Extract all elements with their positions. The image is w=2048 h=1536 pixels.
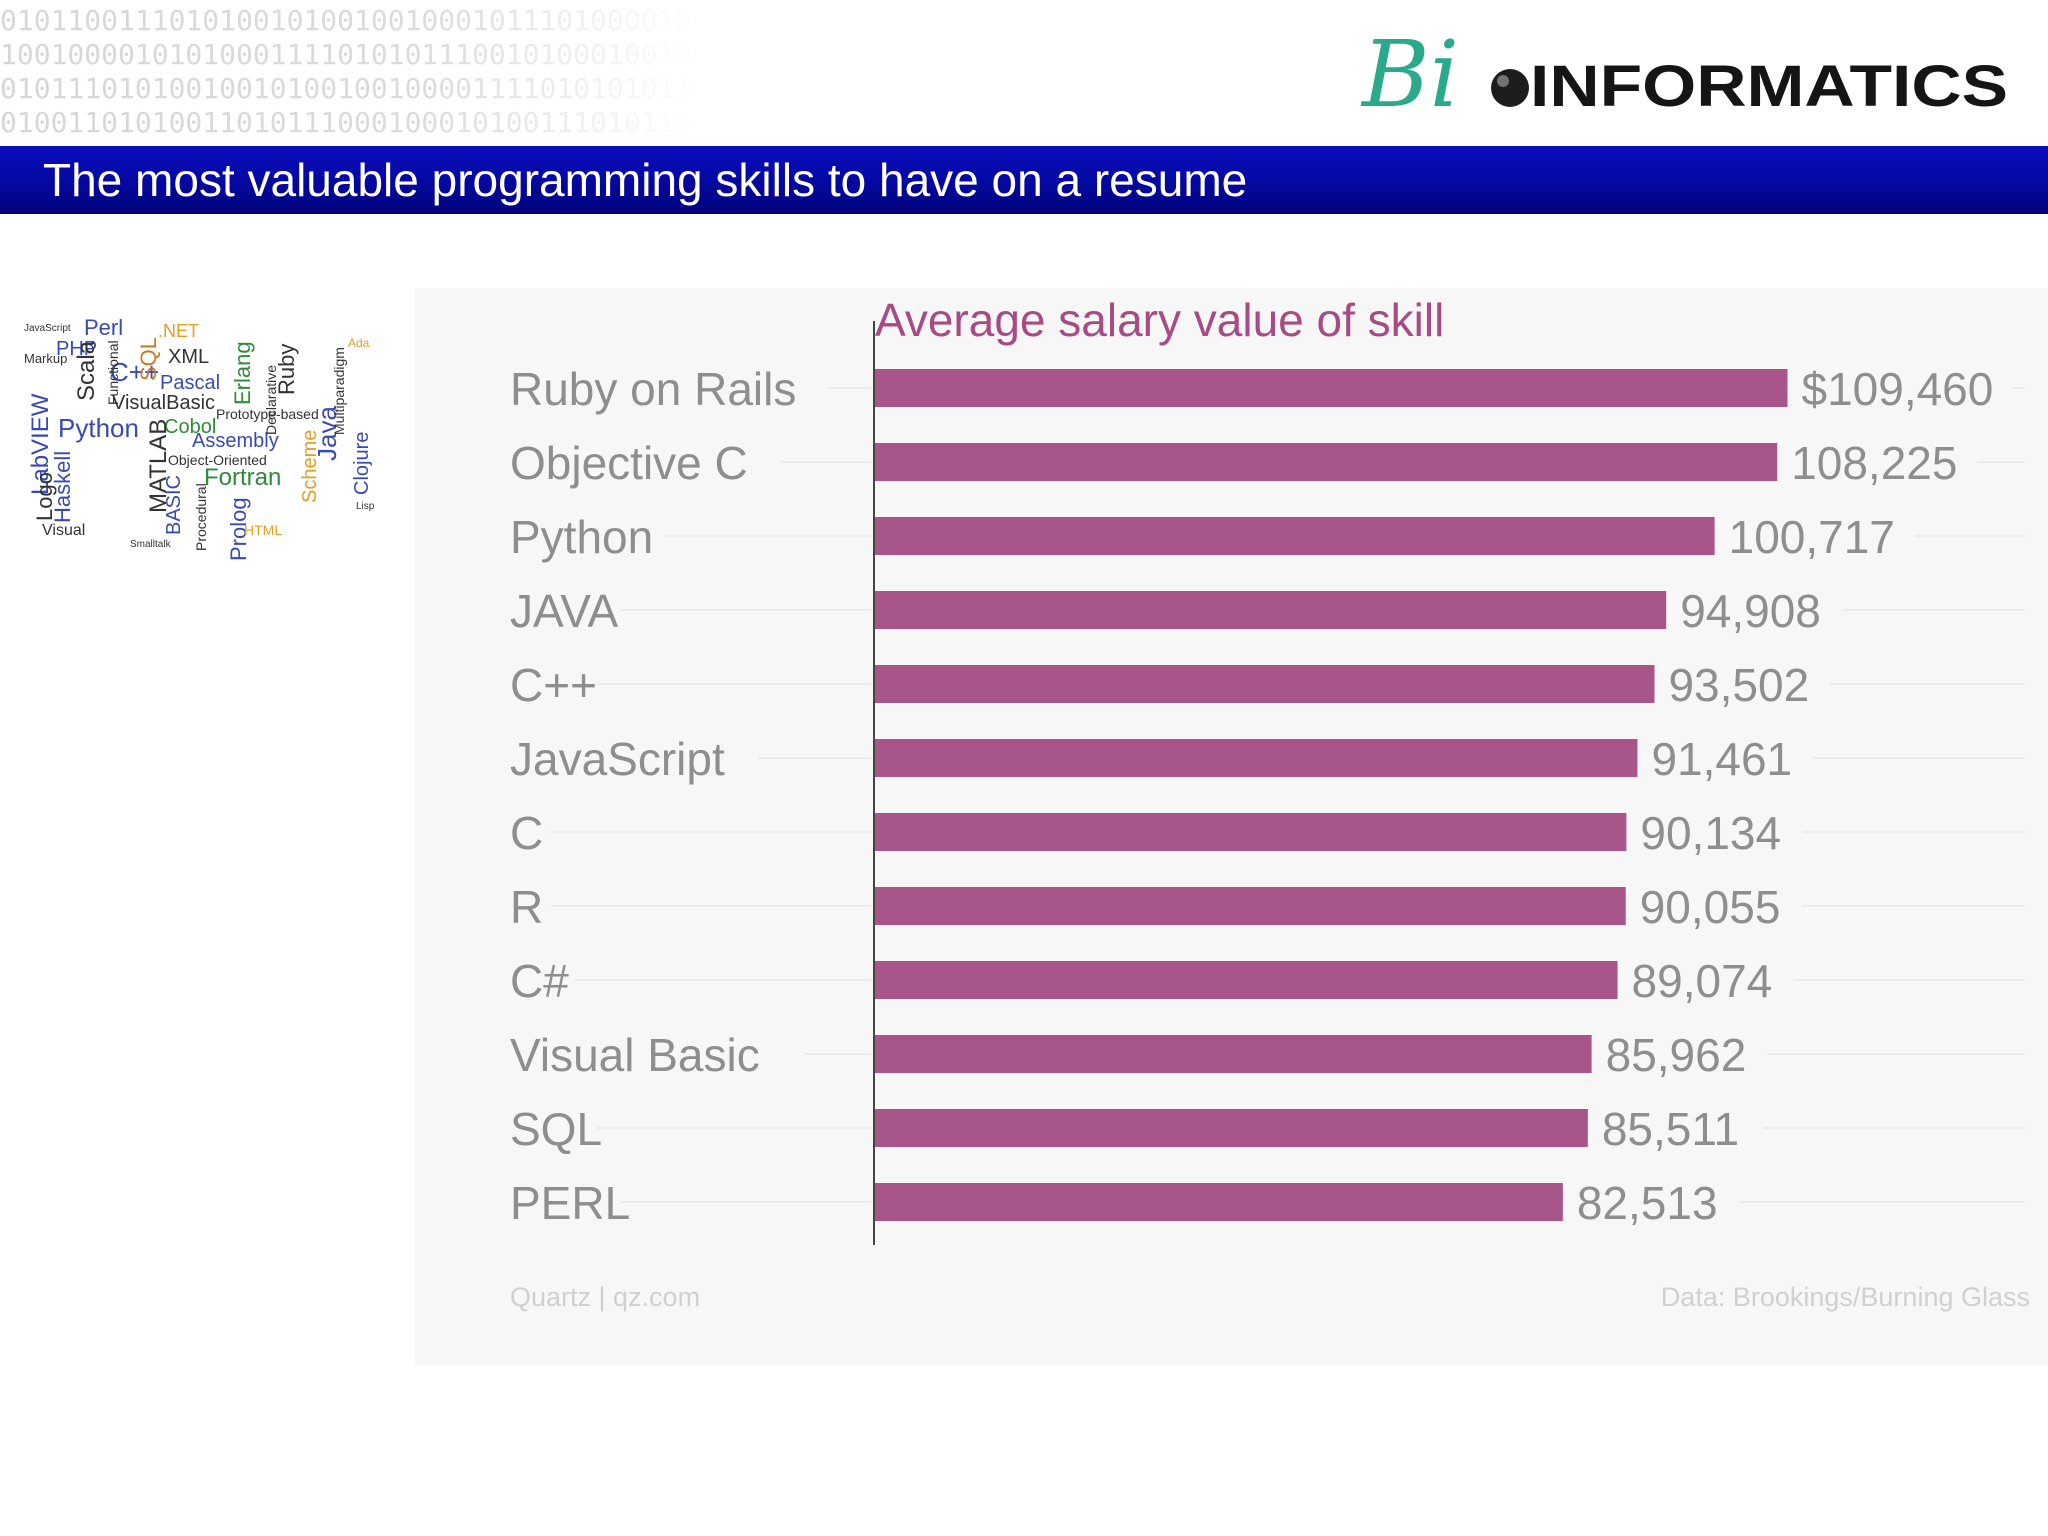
chart-panel: Ruby on Rails $109,460 Objective C 108,225 P… (415, 288, 2048, 1366)
word-cloud-term: Smalltalk (130, 539, 172, 550)
value-label: 82,513 (1577, 1177, 1718, 1229)
word-cloud-term: MATLAB (145, 419, 172, 513)
word-cloud-term: PHP (56, 338, 97, 360)
binary-row: 1001000010101000111101010111001010001001… (0, 38, 700, 71)
bar-r (875, 887, 1626, 925)
category-label: R (510, 881, 543, 933)
word-cloud-term: Logo (32, 472, 57, 521)
word-cloud-term: Scheme (299, 430, 321, 503)
category-label: SQL (510, 1103, 602, 1155)
bar-c- (875, 961, 1618, 999)
word-cloud-term: VisualBasic (112, 392, 215, 414)
word-cloud-term: Declarative (263, 365, 279, 435)
value-label: 85,962 (1606, 1029, 1747, 1081)
programming-languages-word-cloud: Perl .NET PHP XML C++ SQL Pascal VisualBasic Pyt… (18, 285, 378, 565)
word-cloud-graphic: Perl .NET PHP XML C++SQLPascalVisualBasicPyt… (24, 315, 375, 561)
bar-c (875, 813, 1627, 851)
bioinformatics-logo: Bi INFORMATICS (1360, 22, 2020, 132)
word-cloud-term: Visual (42, 522, 85, 539)
value-label: $109,460 (1801, 363, 1993, 415)
slide-title: The most valuable programming skills to … (43, 154, 1248, 206)
bar-visual-basic (875, 1035, 1592, 1073)
category-label: Visual Basic (510, 1029, 760, 1081)
logo-sphere-icon (1491, 69, 1529, 107)
word-cloud-term: Scala (73, 340, 100, 401)
category-label: Python (510, 511, 653, 563)
value-label: 91,461 (1651, 733, 1792, 785)
category-label: Ruby on Rails (510, 363, 796, 415)
binary-row: 0101100111010100101001001000101110100001… (0, 4, 700, 37)
binary-row: 0101110101001001010010010000111101010101… (0, 72, 700, 105)
value-label: 100,717 (1729, 511, 1895, 563)
word-cloud-term: BASIC (163, 475, 185, 535)
word-cloud-term: Perl (84, 315, 123, 340)
chart-title: Average salary value of skill (875, 294, 1445, 346)
value-label: 90,134 (1640, 807, 1781, 859)
word-cloud-term: Procedural (193, 483, 209, 551)
category-label: PERL (510, 1177, 630, 1229)
word-cloud-term: Cobol (164, 416, 216, 438)
binary-row: 0100110101001101011100010001010011101011… (0, 106, 700, 139)
word-cloud-term: HTML (244, 522, 282, 538)
word-cloud-term: Prototype-based (216, 406, 319, 422)
logo-sphere-highlight (1497, 75, 1509, 87)
chart-data-credit: Data: Brookings/Burning Glass (1660, 1282, 2030, 1312)
title-bar: The most valuable programming skills to … (0, 146, 2048, 214)
word-cloud-term: LabVIEW (27, 393, 54, 495)
word-cloud-term: Assembly (192, 430, 279, 452)
value-label: 89,074 (1632, 955, 1773, 1007)
bar-c- (875, 665, 1655, 703)
word-cloud-term: C++ (110, 357, 159, 387)
word-cloud-term: Markup (24, 351, 67, 366)
category-label: C++ (510, 659, 597, 711)
category-label: JavaScript (510, 733, 725, 785)
logo-script-part: Bi (1360, 22, 1459, 128)
logo-text-part: INFORMATICS (1530, 54, 2008, 119)
word-cloud-term: Lisp (356, 501, 375, 512)
word-cloud-term: Fortran (204, 464, 281, 491)
word-cloud-term: Pascal (160, 372, 220, 394)
category-label: C# (510, 955, 569, 1007)
word-cloud-term: Object-Oriented (168, 452, 267, 468)
bar-perl (875, 1183, 1563, 1221)
value-label: 94,908 (1680, 585, 1821, 637)
bar-objective-c (875, 443, 1778, 481)
word-cloud-term: Python (58, 413, 139, 443)
word-cloud-term: XML (168, 346, 209, 368)
value-label: 90,055 (1640, 881, 1781, 933)
bar-python (875, 517, 1715, 555)
chart-source-credit: Quartz | qz.com (510, 1282, 701, 1312)
word-cloud-term: .NET (158, 321, 199, 341)
word-cloud-term: JavaScript (24, 323, 71, 334)
category-label: Objective C (510, 437, 748, 489)
word-cloud-term: Ada (348, 336, 370, 350)
word-cloud-term: Haskell (50, 451, 75, 523)
bar-java (875, 591, 1667, 629)
word-cloud-term: Ruby (274, 344, 299, 395)
word-cloud-term: SQL (136, 337, 161, 381)
word-cloud-term: Erlang (230, 341, 255, 405)
binary-header-background: 0101100111010100101001001000101110100001… (0, 4, 700, 144)
bar-sql (875, 1109, 1588, 1147)
salary-bar-chart: Ruby on Rails $109,460 Objective C 108,225 P… (510, 321, 2025, 1245)
category-label: C (510, 807, 543, 859)
word-cloud-term: Clojure (351, 432, 373, 495)
bar-ruby-on-rails (875, 369, 1788, 407)
bar-javascript (875, 739, 1638, 777)
word-cloud-term: Functional (105, 340, 121, 405)
word-cloud-term: Prolog (226, 497, 251, 561)
value-label: 85,511 (1602, 1103, 1739, 1155)
logo-graphic: Bi INFORMATICS (1360, 22, 2008, 128)
word-cloud-term: Java (312, 406, 342, 461)
value-label: 93,502 (1668, 659, 1809, 711)
value-label: 108,225 (1791, 437, 1957, 489)
word-cloud-term: Multiparadigm (331, 347, 347, 435)
category-label: JAVA (510, 585, 619, 637)
